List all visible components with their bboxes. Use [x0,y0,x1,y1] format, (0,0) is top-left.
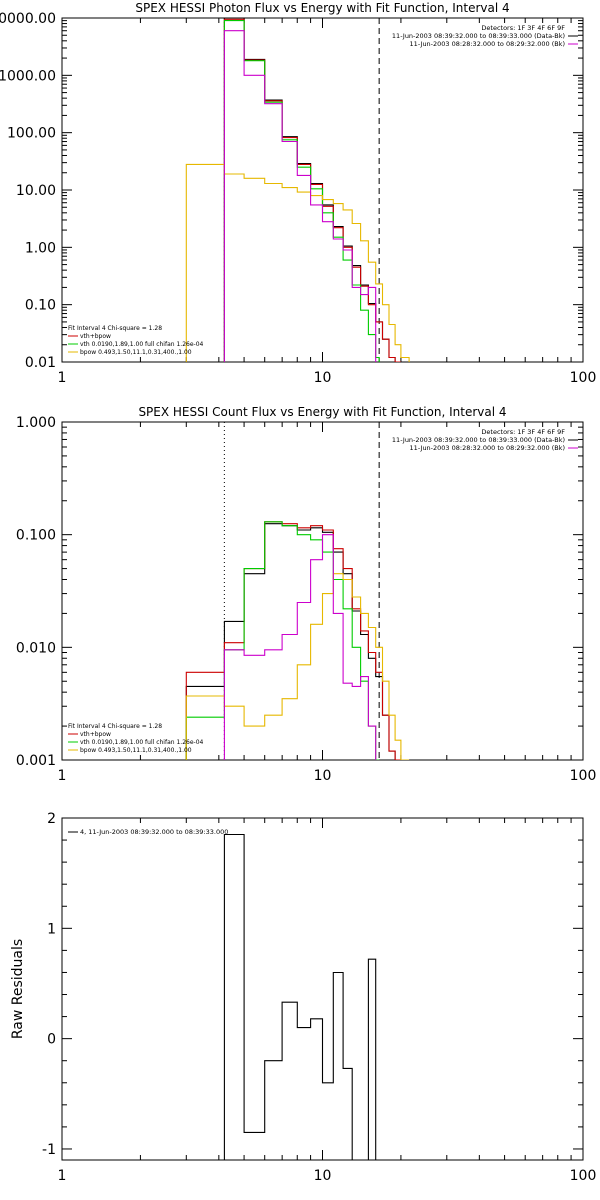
y-tick-label: 1 [47,921,56,937]
plot-frame [61,817,584,1161]
series-bpow [185,573,410,760]
x-tick-label: 100 [570,370,597,386]
y-tick-label: 0.001 [16,753,56,769]
header-info-line: Detectors: 1F 3F 4F 6F 9F [481,24,565,32]
legend-entry: Fit Interval 4 Chi-square = 1.28 [68,723,162,730]
y-tick-label: 0 [47,1032,56,1048]
chart-title: SPEX HESSI Photon Flux vs Energy with Fi… [135,1,509,15]
x-tick-label: 10 [314,768,332,784]
legend-entry: Fit Interval 4 Chi-square = 1.28 [68,325,162,332]
plot-frame [61,421,584,761]
x-tick-label: 100 [570,1168,597,1184]
x-tick-label: 1 [58,1168,67,1184]
y-axis-label: Raw Residuals [10,939,26,1039]
series-vth-bpow [223,18,401,362]
series-bk [223,534,377,760]
legend-entry: bpow 0.493,1.50,11.1,0.31,400.,1.00 [80,349,192,356]
legend-entry: 4, 11-Jun-2003 08:39:32.000 to 08:39:33.… [80,828,228,836]
y-tick-label: 0.010 [16,640,56,656]
y-tick-label: 0.10 [25,298,56,314]
x-tick-label: 10 [314,370,332,386]
series-vth [185,521,380,760]
series-4-11-jun-2003-08-39-32-000-to-08-39-33-000 [223,833,383,1160]
series-bpow [185,163,410,362]
legend-entry: bpow 0.493,1.50,11.1,0.31,400.,1.00 [80,747,192,754]
header-info-line: 11-Jun-2003 08:28:32.000 to 08:29:32.000… [410,40,565,48]
y-tick-label: 10.00 [16,183,56,199]
y-tick-label: 100.00 [7,126,56,142]
y-tick-label: 1.000 [16,415,56,431]
series-bk [223,30,377,362]
y-tick-label: 1.00 [25,240,56,256]
y-tick-label: 0.100 [16,528,56,544]
legend-entry: vth+bpow [80,731,111,738]
chart-1: SPEX HESSI Photon Flux vs Energy with Fi… [0,1,596,386]
header-info-line: Detectors: 1F 3F 4F 6F 9F [481,428,565,436]
y-tick-label: 0.01 [25,355,56,371]
header-info-line: 11-Jun-2003 08:39:32.000 to 08:39:33.000… [392,436,565,444]
y-tick-label: 10000.00 [0,11,56,27]
header-info-line: 11-Jun-2003 08:39:32.000 to 08:39:33.000… [392,32,565,40]
x-tick-label: 10 [314,1168,332,1184]
plot-area [185,18,410,362]
x-tick-label: 1 [58,768,67,784]
chart-title: SPEX HESSI Count Flux vs Energy with Fit… [138,405,506,419]
x-tick-label: 1 [58,370,67,386]
chart-3: 1 10 100 -1 0 1 2 Raw Residuals 4, 11-Jun-2003 0… [10,811,596,1184]
legend-entry: vth+bpow [80,333,111,340]
y-tick-label: 1000.00 [0,68,56,84]
series-vth [223,20,380,362]
y-tick-label: 2 [47,811,56,827]
header-info-line: 11-Jun-2003 08:28:32.000 to 08:29:32.000… [410,444,565,452]
plot-area [185,521,410,760]
legend-entry: vth 0.0190,1.89,1.00 full chifan 1.26e-0… [80,341,204,348]
x-tick-label: 100 [570,768,597,784]
plot-area [223,833,383,1160]
chart-2: SPEX HESSI Count Flux vs Energy with Fit… [16,405,596,784]
y-tick-label: -1 [42,1142,56,1158]
series-data [223,18,401,362]
legend-entry: vth 0.0190,1.89,1.00 full chifan 1.26e-0… [80,739,204,746]
